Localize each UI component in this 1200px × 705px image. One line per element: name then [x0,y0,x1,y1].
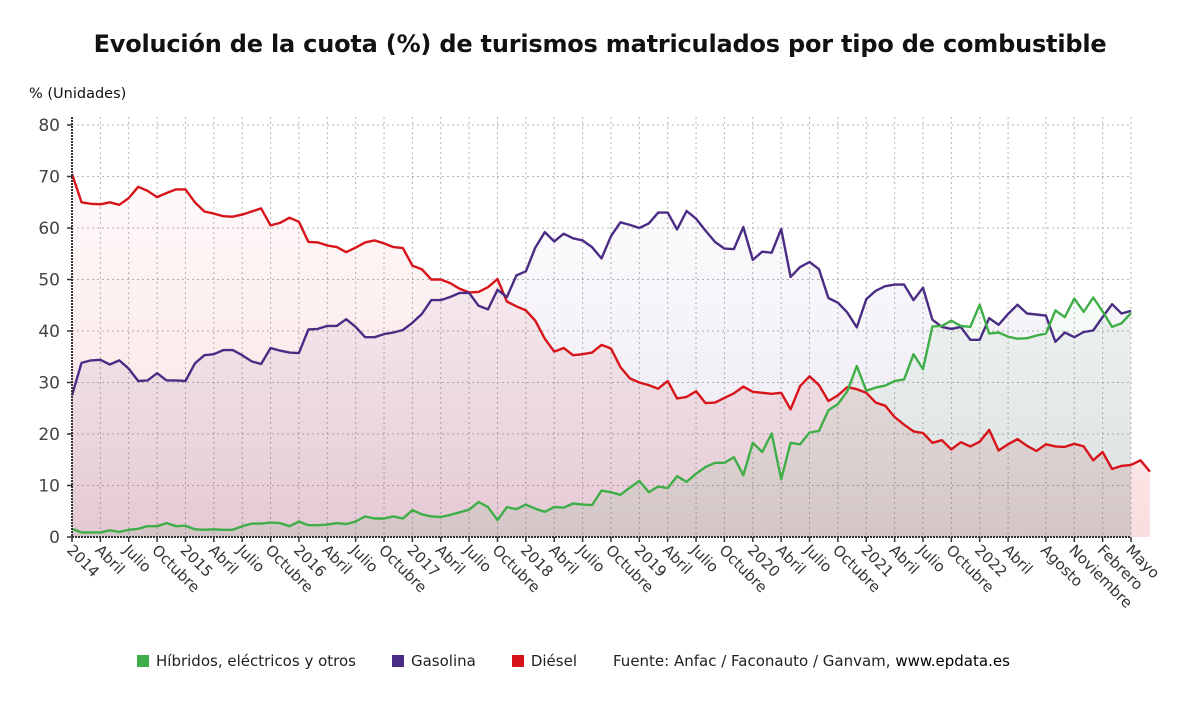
legend-swatch-hibridos [137,655,149,667]
x-tick-label: Julio [233,540,269,576]
y-tick-label: 50 [38,271,60,291]
source-note: Fuente: Anfac / Faconauto / Ganvam, www.… [613,652,1010,670]
legend: Híbridos, eléctricos y otros Gasolina Di… [137,652,1010,670]
axes [71,117,1131,538]
x-tick-label: Julio [346,540,382,576]
x-tick-label: Julio [800,540,836,576]
y-tick-label: 60 [38,219,60,239]
x-tick-label: Julio [913,540,949,576]
x-tick-label: Julio [460,540,496,576]
y-tick-label: 20 [38,425,60,445]
legend-label-diesel: Diésel [530,652,577,670]
x-tick-label: Julio [573,540,609,576]
legend-item-diesel: Diésel [511,652,577,670]
legend-label-gasolina: Gasolina [410,652,476,670]
series-areas [72,117,1150,537]
y-tick-label: 40 [38,322,60,342]
y-axis-ticks: 0 10 20 30 40 50 60 70 80 [38,116,72,548]
legend-label-hibridos: Híbridos, eléctricos y otros [156,652,356,670]
source-text: Fuente: Anfac / Faconauto / Ganvam, [613,652,891,670]
y-tick-label: 30 [38,374,60,394]
source-link[interactable]: www.epdata.es [895,652,1010,670]
legend-swatch-gasolina [391,655,404,667]
legend-swatch-diesel [511,655,524,667]
legend-item-hibridos: Híbridos, eléctricos y otros [137,652,356,670]
y-tick-label: 80 [38,116,60,136]
x-tick-label: Julio [119,540,155,576]
legend-item-gasolina: Gasolina [391,652,476,670]
x-tick-label: Julio [687,540,723,576]
x-axis-ticks: 2014AbrilJulioOctubre2015AbrilJulioOctub… [63,537,1163,612]
series-lines [70,173,1151,534]
y-tick-label: 70 [38,168,60,188]
y-axis-unit-label: % (Unidades) [29,86,127,102]
y-tick-label: 0 [49,528,60,548]
y-tick-label: 10 [38,477,60,497]
plot-background [72,117,1131,537]
chart-title: Evolución de la cuota (%) de turismos ma… [93,30,1107,58]
area-híbridos [72,297,1131,537]
